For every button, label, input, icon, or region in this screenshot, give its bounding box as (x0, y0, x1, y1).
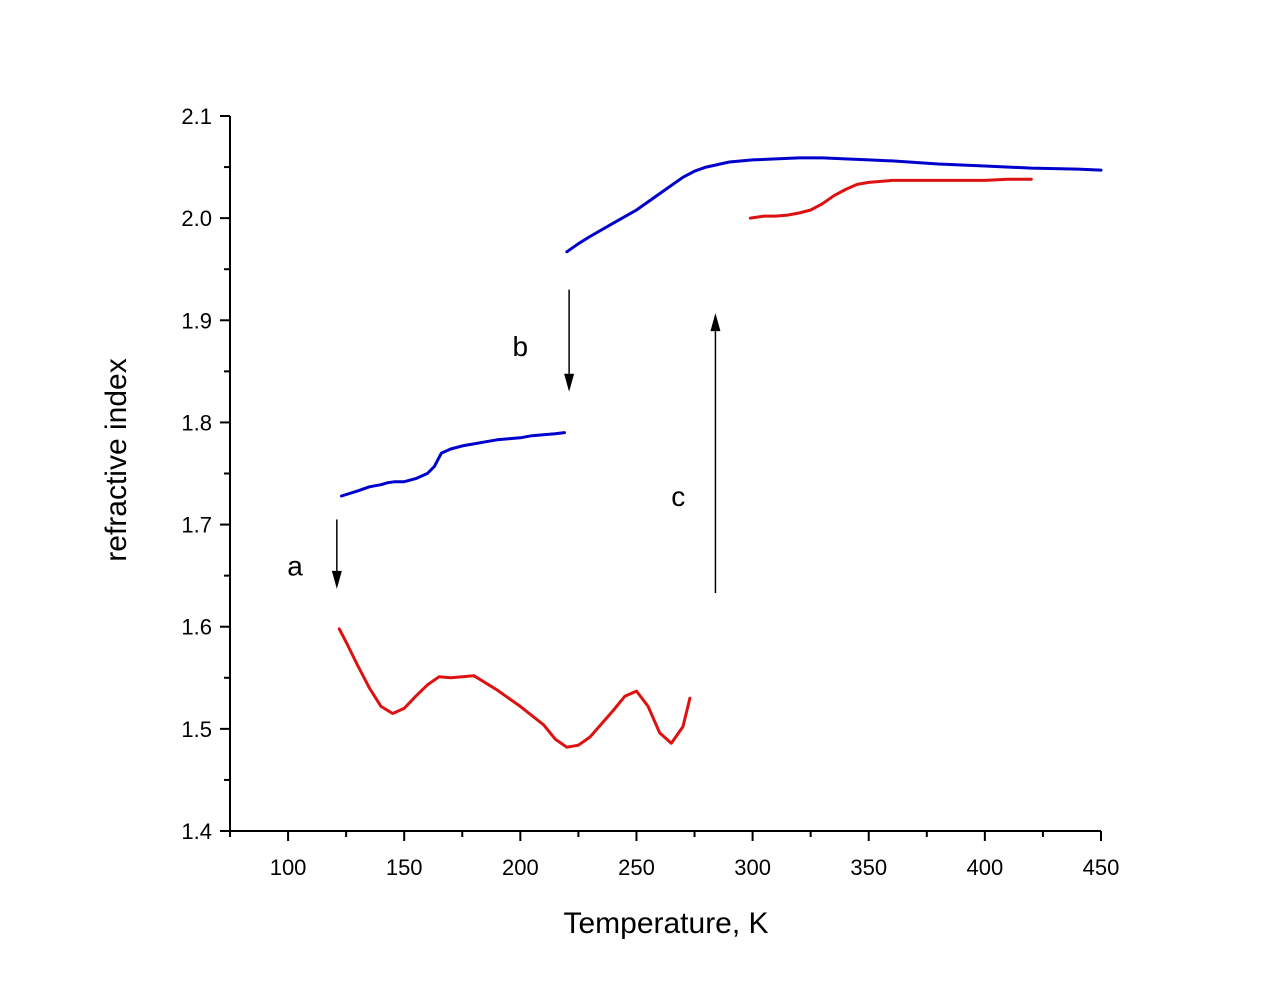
arrow-a-head (331, 570, 342, 589)
annotation-layer: a b c (287, 289, 721, 594)
x-tick-label: 150 (386, 855, 423, 880)
y-tick-label: 1.5 (181, 717, 212, 742)
arrow-b-head (564, 373, 575, 392)
y-tick-label: 1.4 (181, 819, 212, 844)
x-tick-label: 200 (502, 855, 539, 880)
plot-area: 100 150 200 250 300 350 400 450 1.4 1.5 1.6 1.7 1.8 1… (181, 104, 1119, 880)
x-tick-label: 400 (967, 855, 1004, 880)
y-tick-label: 1.6 (181, 615, 212, 640)
y-tick-label: 2.0 (181, 206, 212, 231)
annotation-a-label: a (287, 550, 303, 581)
annotation-c-label: c (671, 481, 685, 512)
series-line-3 (337, 627, 692, 749)
series-layer (337, 156, 1103, 749)
x-axis-title: Temperature, K (563, 907, 768, 940)
y-tick-label: 1.8 (181, 410, 212, 435)
x-tick-label: 250 (618, 855, 655, 880)
arrow-c-head (710, 313, 721, 332)
y-tick-label: 1.7 (181, 513, 212, 538)
x-tick-label: 350 (850, 855, 887, 880)
series-line-4 (748, 177, 1033, 220)
y-tick-label: 1.9 (181, 308, 212, 333)
x-tick-label: 450 (1083, 855, 1120, 880)
series-line-1 (340, 431, 566, 498)
x-tick-label: 300 (734, 855, 771, 880)
y-axis-title: refractive index (100, 358, 133, 561)
y-tick-label: 2.1 (181, 104, 212, 129)
annotation-b-label: b (513, 331, 529, 362)
series-line-2 (565, 156, 1103, 254)
x-tick-label: 100 (270, 855, 307, 880)
